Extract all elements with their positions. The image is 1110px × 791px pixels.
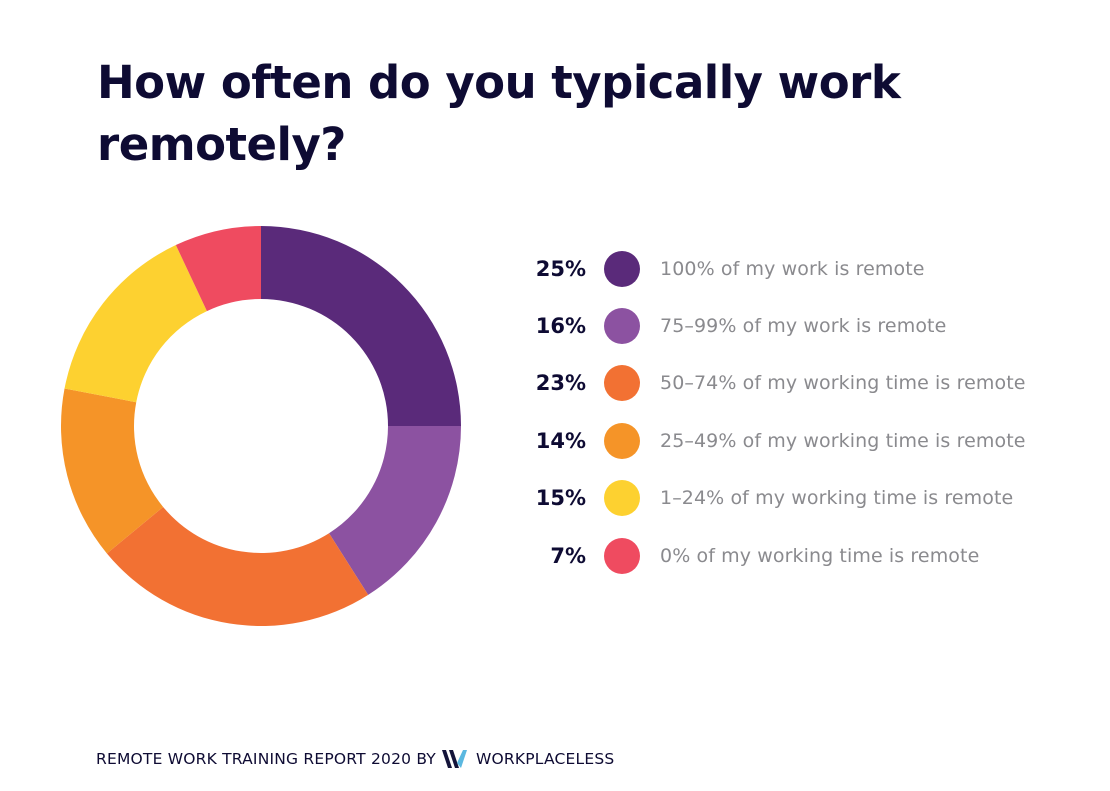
- legend: 25% 100% of my work is remote 16% 75–99%…: [520, 240, 1100, 584]
- donut-segment: [329, 426, 461, 595]
- chart-title: How often do you typically work remotely…: [97, 56, 901, 171]
- legend-swatch-icon: [604, 365, 640, 402]
- workplaceless-logo-icon: [441, 750, 467, 768]
- donut-segment: [64, 245, 207, 403]
- donut-segment: [106, 506, 369, 626]
- donut-segment: [61, 388, 164, 554]
- legend-percent: 7%: [550, 543, 586, 568]
- legend-label: 50–74% of my working time is remote: [660, 372, 1026, 395]
- donut-segment: [261, 226, 461, 426]
- legend-label: 25–49% of my working time is remote: [660, 429, 1026, 452]
- donut-chart: [61, 226, 461, 626]
- legend-label: 100% of my work is remote: [660, 257, 925, 280]
- legend-percent: 25%: [535, 256, 586, 281]
- brand-name: WORKPLACELESS: [475, 750, 615, 768]
- legend-percent: 23%: [535, 371, 586, 396]
- legend-percent: 14%: [535, 428, 586, 453]
- legend-item: 23% 50–74% of my working time is remote: [520, 355, 1100, 412]
- legend-swatch-icon: [604, 422, 640, 459]
- legend-swatch-icon: [604, 308, 640, 345]
- legend-swatch-icon: [604, 250, 640, 287]
- donut-segment: [175, 226, 261, 312]
- legend-item: 14% 25–49% of my working time is remote: [520, 412, 1100, 469]
- legend-label: 0% of my working time is remote: [660, 544, 980, 567]
- legend-label: 1–24% of my working time is remote: [660, 487, 1014, 510]
- legend-item: 25% 100% of my work is remote: [520, 240, 1100, 297]
- report-credit: REMOTE WORK TRAINING REPORT 2020 BY: [96, 750, 436, 768]
- legend-item: 16% 75–99% of my work is remote: [520, 297, 1100, 354]
- legend-percent: 15%: [535, 486, 586, 511]
- legend-percent: 16%: [535, 314, 586, 339]
- legend-label: 75–99% of my work is remote: [660, 315, 947, 338]
- legend-swatch-icon: [604, 537, 640, 574]
- legend-item: 15% 1–24% of my working time is remote: [520, 470, 1100, 527]
- legend-swatch-icon: [604, 480, 640, 517]
- footer: REMOTE WORK TRAINING REPORT 2020 BY WORK…: [96, 749, 614, 769]
- legend-item: 7% 0% of my working time is remote: [520, 527, 1100, 584]
